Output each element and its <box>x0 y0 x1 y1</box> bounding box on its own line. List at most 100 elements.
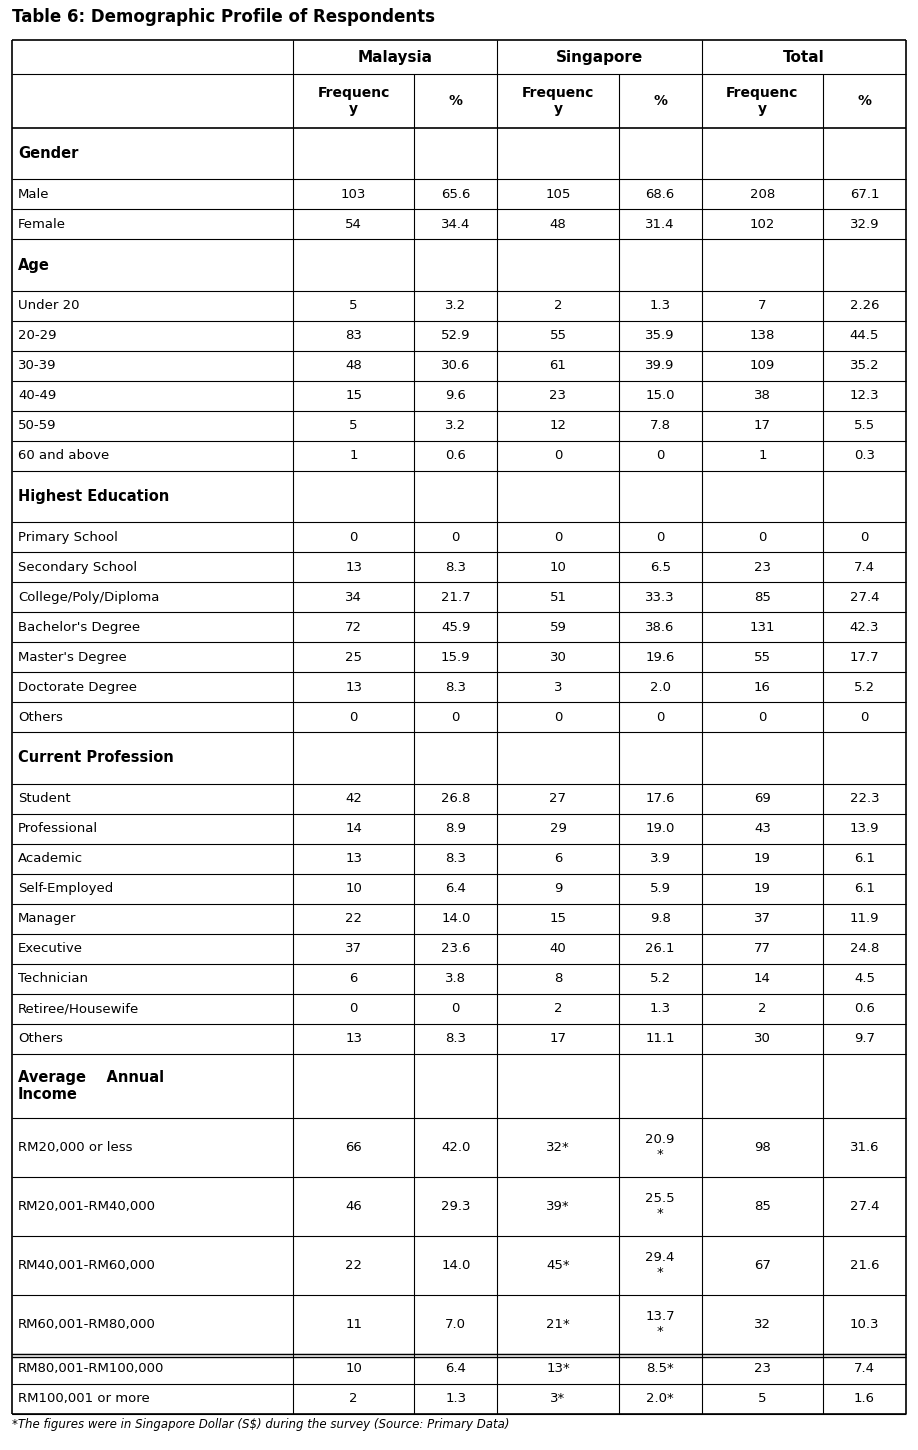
Text: 208: 208 <box>750 188 775 200</box>
Text: 48: 48 <box>345 360 362 373</box>
Text: 34.4: 34.4 <box>442 218 471 231</box>
Text: 8.3: 8.3 <box>445 561 466 574</box>
Text: 10.3: 10.3 <box>850 1318 879 1331</box>
Text: 0.6: 0.6 <box>854 1002 875 1015</box>
Text: RM60,001-RM80,000: RM60,001-RM80,000 <box>18 1318 156 1331</box>
Text: 24.8: 24.8 <box>850 942 879 956</box>
Text: 33.3: 33.3 <box>645 590 675 603</box>
Text: 26.8: 26.8 <box>442 792 471 805</box>
Text: 19.6: 19.6 <box>645 651 675 664</box>
Text: 2: 2 <box>554 299 562 312</box>
Text: 23: 23 <box>754 1362 771 1375</box>
Text: 1.3: 1.3 <box>650 1002 671 1015</box>
Text: 39*: 39* <box>546 1199 570 1212</box>
Text: RM40,001-RM60,000: RM40,001-RM60,000 <box>18 1259 156 1272</box>
Text: Frequenc
y: Frequenc y <box>521 86 594 116</box>
Text: 7.4: 7.4 <box>854 1362 875 1375</box>
Text: 8.3: 8.3 <box>445 680 466 693</box>
Text: 45.9: 45.9 <box>442 621 471 634</box>
Text: 8.3: 8.3 <box>445 853 466 866</box>
Text: Gender: Gender <box>18 146 78 161</box>
Text: Current Profession: Current Profession <box>18 750 174 766</box>
Text: *The figures were in Singapore Dollar (S$) during the survey (Source: Primary Da: *The figures were in Singapore Dollar (S… <box>12 1418 509 1431</box>
Text: 5: 5 <box>758 1392 767 1405</box>
Text: 37: 37 <box>754 912 771 925</box>
Text: 19.0: 19.0 <box>645 822 675 835</box>
Text: 7.8: 7.8 <box>650 419 671 432</box>
Text: 20-29: 20-29 <box>18 329 57 342</box>
Text: 7.0: 7.0 <box>445 1318 466 1331</box>
Text: 0: 0 <box>350 710 358 724</box>
Text: 45*: 45* <box>546 1259 570 1272</box>
Text: 14: 14 <box>754 972 771 985</box>
Text: 0: 0 <box>452 1002 460 1015</box>
Text: 8.3: 8.3 <box>445 1032 466 1045</box>
Text: 2: 2 <box>554 1002 562 1015</box>
Text: 39.9: 39.9 <box>645 360 675 373</box>
Text: %: % <box>653 94 667 109</box>
Text: 13*: 13* <box>546 1362 570 1375</box>
Text: 7: 7 <box>758 299 767 312</box>
Text: 29.4
*: 29.4 * <box>645 1251 675 1279</box>
Text: 1: 1 <box>350 450 358 463</box>
Text: 0.3: 0.3 <box>854 450 875 463</box>
Text: 55: 55 <box>550 329 566 342</box>
Text: 21.7: 21.7 <box>441 590 471 603</box>
Text: 14.0: 14.0 <box>442 912 471 925</box>
Text: 0: 0 <box>452 710 460 724</box>
Text: 1: 1 <box>758 450 767 463</box>
Text: 5.5: 5.5 <box>854 419 875 432</box>
Text: 20.9
*: 20.9 * <box>645 1134 675 1161</box>
Text: 40: 40 <box>550 942 566 956</box>
Text: 35.2: 35.2 <box>850 360 879 373</box>
Text: Secondary School: Secondary School <box>18 561 137 574</box>
Text: 98: 98 <box>754 1141 771 1154</box>
Text: Under 20: Under 20 <box>18 299 80 312</box>
Text: 9.6: 9.6 <box>445 389 466 402</box>
Text: 0.6: 0.6 <box>445 450 466 463</box>
Text: 16: 16 <box>754 680 771 693</box>
Text: 2: 2 <box>350 1392 358 1405</box>
Text: 32.9: 32.9 <box>850 218 879 231</box>
Text: 0: 0 <box>554 450 562 463</box>
Text: 21*: 21* <box>546 1318 570 1331</box>
Text: 42.3: 42.3 <box>850 621 879 634</box>
Text: 8.9: 8.9 <box>445 822 466 835</box>
Text: Male: Male <box>18 188 50 200</box>
Text: Academic: Academic <box>18 853 84 866</box>
Text: 4.5: 4.5 <box>854 972 875 985</box>
Text: Singapore: Singapore <box>556 49 644 65</box>
Text: 13: 13 <box>345 561 362 574</box>
Text: 26.1: 26.1 <box>645 942 675 956</box>
Text: RM80,001-RM100,000: RM80,001-RM100,000 <box>18 1362 164 1375</box>
Text: 14: 14 <box>345 822 362 835</box>
Text: 6: 6 <box>554 853 562 866</box>
Text: 32: 32 <box>754 1318 771 1331</box>
Text: 23: 23 <box>754 561 771 574</box>
Text: 55: 55 <box>754 651 771 664</box>
Text: 31.6: 31.6 <box>850 1141 879 1154</box>
Text: 67: 67 <box>754 1259 771 1272</box>
Text: 10: 10 <box>550 561 566 574</box>
Text: Master's Degree: Master's Degree <box>18 651 127 664</box>
Text: 27: 27 <box>550 792 566 805</box>
Text: 66: 66 <box>345 1141 362 1154</box>
Text: 83: 83 <box>345 329 362 342</box>
Text: 1.6: 1.6 <box>854 1392 875 1405</box>
Text: 6.5: 6.5 <box>650 561 671 574</box>
Text: 0: 0 <box>554 710 562 724</box>
Text: 11.9: 11.9 <box>850 912 879 925</box>
Text: 25: 25 <box>345 651 362 664</box>
Text: 67.1: 67.1 <box>850 188 879 200</box>
Text: 2: 2 <box>758 1002 767 1015</box>
Text: 6.4: 6.4 <box>445 1362 466 1375</box>
Text: College/Poly/Diploma: College/Poly/Diploma <box>18 590 160 603</box>
Text: 46: 46 <box>345 1199 362 1212</box>
Text: 0: 0 <box>656 710 665 724</box>
Text: 12: 12 <box>550 419 566 432</box>
Text: 32*: 32* <box>546 1141 570 1154</box>
Text: 5: 5 <box>350 299 358 312</box>
Text: 6.1: 6.1 <box>854 853 875 866</box>
Text: Self-Employed: Self-Employed <box>18 882 113 895</box>
Text: Highest Education: Highest Education <box>18 489 169 505</box>
